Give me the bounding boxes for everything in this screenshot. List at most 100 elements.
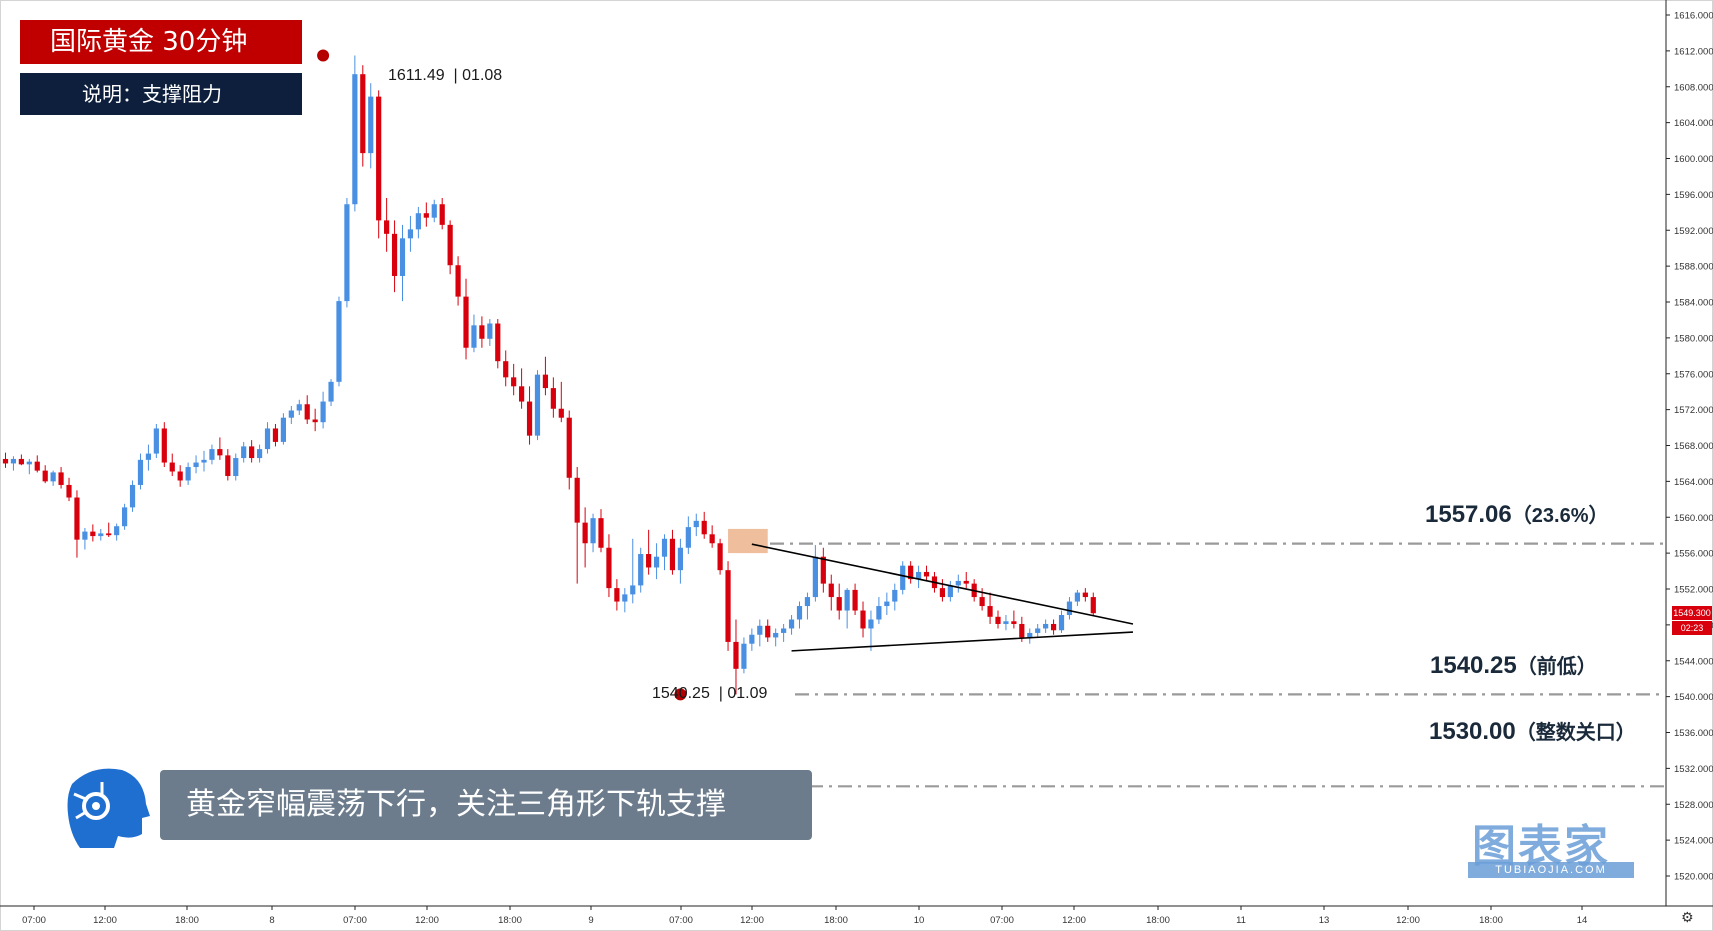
candle-body — [479, 325, 485, 339]
candle-body — [796, 606, 803, 620]
candle-body — [876, 606, 882, 620]
candle-body — [717, 543, 723, 571]
x-tick-label: 8 — [269, 915, 274, 926]
support-resistance-lines — [770, 542, 1666, 788]
candle-body — [391, 233, 398, 276]
candle-down — [225, 449, 231, 481]
candle-up — [431, 199, 437, 223]
candle-down — [272, 423, 279, 447]
candle-up — [534, 370, 541, 441]
candle-down — [463, 278, 469, 360]
candle-body — [725, 570, 731, 642]
candle-down — [987, 592, 993, 624]
candle-body — [788, 619, 795, 629]
candle-down — [558, 381, 564, 423]
y-tick-label: 1572.000 — [1674, 405, 1713, 416]
candle-down — [820, 547, 826, 593]
level-1530-value: 1530.00 — [1429, 718, 1516, 745]
candle-body — [336, 301, 342, 382]
candle-body — [955, 580, 961, 586]
candle-up — [153, 423, 159, 459]
triangle-pattern — [751, 543, 1134, 652]
settings-gear-icon[interactable]: ⚙ — [1681, 910, 1694, 926]
candle-body — [312, 419, 318, 423]
candle-body — [447, 224, 453, 266]
candle-body — [241, 446, 247, 459]
candle-up — [320, 391, 326, 429]
y-tick-label: 1536.000 — [1674, 728, 1713, 739]
candle-body — [614, 588, 620, 602]
x-tick-label: 07:00 — [990, 915, 1014, 926]
candle-body — [773, 632, 779, 638]
candle-down — [18, 454, 24, 466]
chart-subtitle: 说明：支撑阻力 — [20, 73, 302, 115]
candle-body — [344, 204, 350, 302]
candle-body — [431, 204, 437, 218]
candle-body — [106, 533, 112, 536]
candle-down — [908, 561, 914, 584]
candle-body — [487, 323, 493, 339]
candle-up — [1066, 597, 1073, 620]
candle-body — [590, 518, 596, 544]
candle-body — [1050, 623, 1057, 631]
candle-up — [1035, 623, 1041, 638]
candle-up — [114, 523, 120, 541]
candle-body — [542, 374, 549, 389]
y-tick-label: 1580.000 — [1674, 333, 1713, 344]
candle-up — [638, 547, 644, 593]
candle-up — [368, 83, 374, 169]
candle-body — [161, 428, 167, 463]
candle-up — [796, 601, 803, 629]
candle-down — [566, 410, 572, 490]
candle-body — [368, 96, 374, 154]
y-tick-label: 1584.000 — [1674, 298, 1713, 309]
candle-body — [1011, 621, 1017, 624]
y-tick-label: 1520.000 — [1674, 872, 1713, 883]
level-label-1530: 1530.00（整数关口） — [1429, 716, 1636, 746]
candle-down — [2, 452, 9, 468]
candle-body — [566, 417, 572, 478]
candle-body — [177, 471, 183, 481]
extreme-markers — [317, 49, 687, 701]
candle-up — [145, 444, 152, 471]
candle-body — [90, 531, 96, 537]
x-tick-label: 18:00 — [1146, 915, 1170, 926]
candle-up — [1003, 615, 1009, 631]
x-tick-label: 07:00 — [343, 915, 367, 926]
candle-down — [1050, 619, 1057, 635]
resistance-zone — [728, 528, 768, 554]
candle-up — [336, 296, 342, 387]
x-axis[interactable]: 07:00 12:00 18:00 8 07:00 12:00 18:00 9 07:00 12:… — [22, 906, 1587, 926]
candle-down — [74, 490, 80, 558]
triangle-upper-line — [751, 543, 1134, 625]
x-tick-label: 14 — [1577, 915, 1588, 926]
low-price-value: 1540.25 — [652, 685, 710, 702]
candle-body — [900, 565, 906, 590]
candle-body — [812, 556, 818, 598]
x-tick-label: 07:00 — [669, 915, 693, 926]
candle-body — [256, 449, 263, 459]
x-tick-label: 13 — [1319, 915, 1330, 926]
candle-up — [677, 538, 683, 584]
candle-down — [447, 220, 453, 275]
y-tick-label: 1608.000 — [1674, 82, 1713, 93]
candle-up — [122, 503, 128, 530]
candle-body — [606, 547, 612, 589]
level-1557-value: 1557.06 — [1425, 501, 1512, 528]
candle-up — [1043, 619, 1049, 633]
candle-up — [590, 513, 596, 553]
candle-up — [10, 456, 17, 471]
candle-body — [979, 597, 985, 607]
candle-up — [407, 215, 414, 252]
candle-down — [669, 529, 676, 575]
candle-body — [193, 462, 199, 468]
candle-down — [423, 202, 429, 227]
candle-body — [558, 408, 564, 418]
candle-down — [177, 465, 183, 487]
y-axis[interactable]: 1616.000 1612.000 1608.000 1604.000 1600.000… — [1666, 11, 1713, 883]
candle-body — [693, 520, 699, 528]
candle-body — [757, 625, 763, 635]
candle-down — [1011, 610, 1017, 629]
caption-box: 黄金窄幅震荡下行，关注三角形下轨支撑 — [160, 770, 812, 840]
